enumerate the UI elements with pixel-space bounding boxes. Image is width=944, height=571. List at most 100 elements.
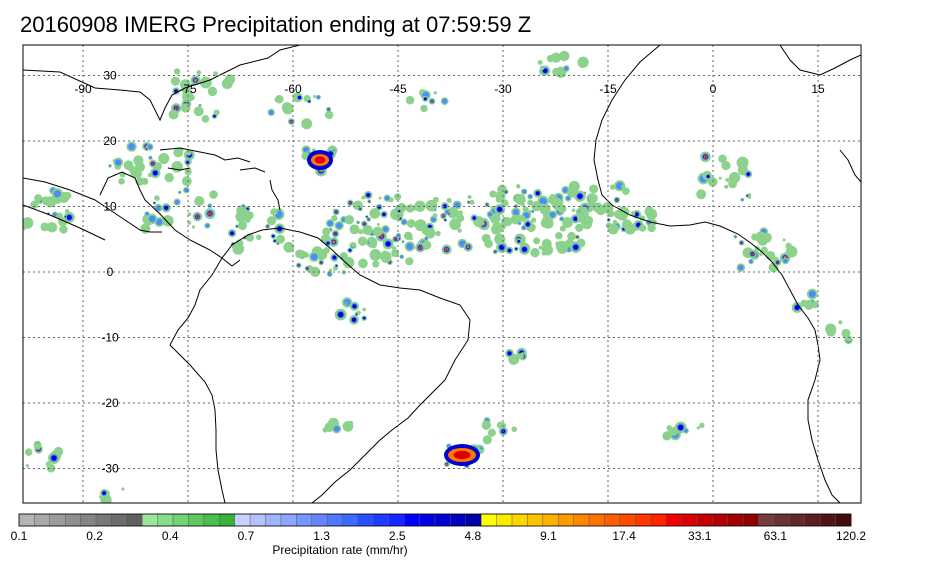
precip-extreme xyxy=(751,253,754,255)
colorbar-swatch xyxy=(696,513,713,527)
precip-medium xyxy=(512,209,519,216)
precip-light xyxy=(348,420,354,426)
colorbar-swatch xyxy=(126,513,143,527)
precip-light xyxy=(575,223,584,233)
precip-light xyxy=(577,212,589,224)
precip-light xyxy=(530,248,540,258)
precip-light xyxy=(380,251,392,263)
precip-light xyxy=(173,68,181,75)
precip-light xyxy=(540,65,545,71)
precip-light xyxy=(45,461,52,468)
precip-heavy xyxy=(102,491,107,496)
precip-light xyxy=(765,250,776,261)
precip-light xyxy=(133,155,144,166)
precip-light xyxy=(725,177,730,182)
lon-label: -15 xyxy=(599,82,617,96)
precip-light xyxy=(482,435,492,445)
colorbar-swatch xyxy=(712,513,728,527)
precip-light xyxy=(646,208,658,220)
precip-light xyxy=(181,104,187,111)
precip-light xyxy=(350,242,356,248)
precip-light xyxy=(356,310,361,315)
precip-medium xyxy=(268,110,274,115)
precip-medium xyxy=(205,223,210,228)
precip-light xyxy=(376,222,380,226)
precip-light xyxy=(721,160,731,171)
precip-light xyxy=(369,208,381,219)
precip-heavy xyxy=(499,244,505,250)
graticule-labels: -90 -75 -60 -45 -30 -15 0 15 30 20 10 0 -10 -20 -30 xyxy=(74,69,825,476)
precip-light xyxy=(369,249,382,261)
colorbar-tick-label: 0.1 xyxy=(10,529,28,543)
precip-light xyxy=(420,104,428,113)
precip-light xyxy=(372,226,383,237)
precip-medium xyxy=(327,272,332,276)
precip-heavy xyxy=(66,214,72,220)
precip-light xyxy=(405,204,415,213)
precip-light xyxy=(34,194,43,203)
precip-medium xyxy=(345,302,348,305)
precip-light xyxy=(64,209,70,214)
precip-intense xyxy=(266,225,269,228)
colorbar-swatch xyxy=(49,513,66,527)
precip-light xyxy=(669,427,679,436)
lon-label: -30 xyxy=(494,82,512,96)
precip-medium xyxy=(147,144,153,150)
precip-heavy xyxy=(308,100,311,103)
precip-light xyxy=(141,177,149,185)
precip-light xyxy=(424,227,436,239)
colorbar-tick-label: 4.8 xyxy=(464,529,482,543)
colorbar-swatch xyxy=(296,513,312,527)
colorbar-swatch xyxy=(650,513,667,527)
colorbar-swatch xyxy=(558,513,574,527)
precip-heavy xyxy=(351,317,357,323)
precip-medium xyxy=(564,66,569,71)
colorbar-swatch xyxy=(542,513,559,527)
colorbar-swatch xyxy=(280,513,297,527)
colorbar-swatch xyxy=(172,513,189,527)
precip-light xyxy=(757,235,768,246)
precip-light xyxy=(601,201,614,214)
precip-light xyxy=(518,215,526,222)
colorbar-tick-label: 0.4 xyxy=(161,529,179,543)
precip-medium xyxy=(402,240,405,243)
precip-light xyxy=(147,173,152,178)
precip-light xyxy=(63,191,72,200)
colorbar xyxy=(18,513,852,527)
precip-light xyxy=(425,199,438,212)
precip-heavy xyxy=(497,206,503,212)
precip-light xyxy=(467,194,472,199)
precip-light xyxy=(270,208,278,216)
precip-light xyxy=(567,231,576,241)
lat-label: -10 xyxy=(101,331,119,345)
colorbar-swatch xyxy=(65,513,81,527)
colorbar-swatch xyxy=(326,513,343,527)
colorbar-swatch xyxy=(18,513,35,527)
precip-light xyxy=(630,211,636,216)
precip-light xyxy=(469,199,475,205)
precip-light xyxy=(555,231,563,240)
precip-light xyxy=(158,153,170,165)
precip-light xyxy=(301,118,313,130)
precip-heavy xyxy=(152,170,158,176)
precip-light xyxy=(800,299,808,307)
precip-light xyxy=(357,236,368,246)
precip-extreme xyxy=(306,267,308,270)
colorbar-tick-label: 9.1 xyxy=(540,529,557,543)
precip-medium xyxy=(741,198,744,201)
precip-heavy xyxy=(230,231,234,236)
precip-light xyxy=(324,110,334,120)
precip-heavy xyxy=(515,247,518,250)
precip-heavy xyxy=(297,95,302,100)
precip-heavy xyxy=(348,248,352,252)
precip-intense xyxy=(327,108,330,111)
precip-light xyxy=(446,197,452,204)
precip-light xyxy=(522,206,529,213)
precip-light xyxy=(409,236,413,241)
colorbar-swatch xyxy=(619,513,636,527)
precip-medium xyxy=(738,264,744,271)
precip-light xyxy=(405,257,414,266)
precip-light xyxy=(295,249,304,259)
precip-intense xyxy=(193,78,198,82)
precip-medium xyxy=(108,164,112,167)
